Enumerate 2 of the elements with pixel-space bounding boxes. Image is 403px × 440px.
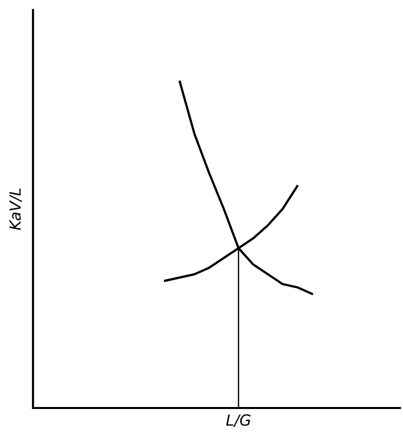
y-axis-title: KaV/L (10, 188, 22, 230)
x-axis-title: L/G (226, 414, 251, 427)
